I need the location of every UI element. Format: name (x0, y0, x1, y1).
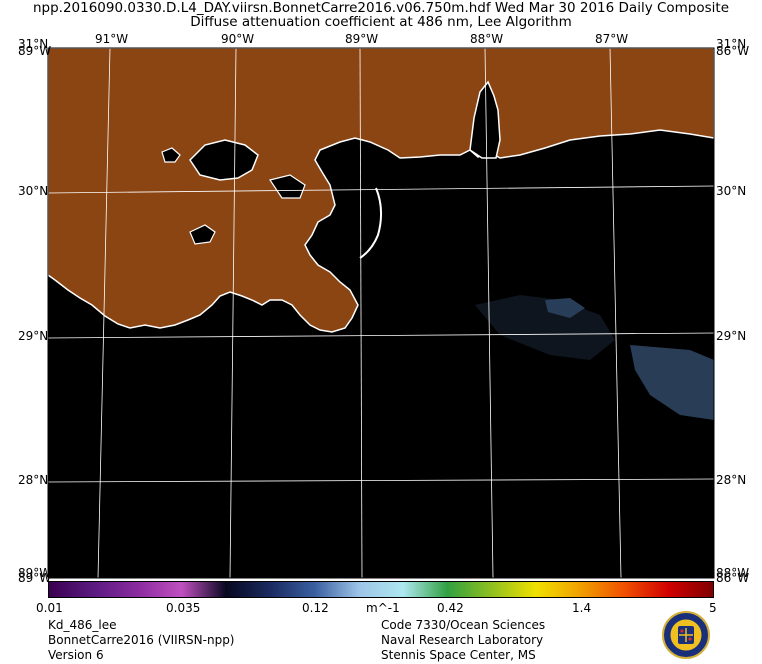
lat-label-30n-left: 30°N (18, 184, 49, 198)
map-subtitle: Diffuse attenuation coefficient at 486 n… (190, 14, 572, 30)
footer-product: Kd_486_lee (48, 618, 117, 632)
footer-version: Version 6 (48, 648, 104, 662)
grid-lon-87 (609, 47, 622, 579)
corner-label-top-left-overlap: 89°W (18, 44, 52, 58)
colorbar-tick-3: 0.42 (437, 601, 464, 615)
gridlines (47, 47, 715, 579)
lake-maurepas (161, 147, 181, 163)
nrl-seal-logo (662, 611, 710, 659)
lat-label-28n-right: 28°N (716, 473, 747, 487)
lake-pontchartrain (189, 139, 259, 181)
colorbar-tick-1: 0.035 (166, 601, 201, 615)
lon-label-89w: 89°W (345, 32, 379, 46)
corner-label-top-right: 31°N (716, 37, 747, 51)
corner-label-bottom-left-overlap: 89°W (18, 571, 52, 585)
lat-label-29n-right: 29°N (716, 329, 747, 343)
corner-label-top-right-overlap: 86°W (716, 44, 750, 58)
grid-lat-28 (47, 478, 715, 483)
corner-label-bottom-left: 89°W (18, 566, 52, 580)
grid-lon-89 (359, 47, 363, 579)
footer-location: Stennis Space Center, MS (381, 648, 536, 662)
lon-label-87w: 87°W (595, 32, 629, 46)
colorbar (48, 581, 714, 598)
colorbar-unit: m^-1 (366, 601, 400, 615)
footer-code: Code 7330/Ocean Sciences (381, 618, 546, 632)
lon-label-90w: 90°W (221, 32, 255, 46)
mobile-bay (469, 80, 501, 159)
footer-right: Code 7330/Ocean Sciences Naval Research … (381, 618, 545, 663)
lake-borgne (269, 174, 306, 199)
map-frame (47, 47, 715, 579)
plume-patches (475, 295, 714, 420)
lake-salvador (189, 224, 216, 245)
colorbar-tick-0: 0.01 (36, 601, 63, 615)
footer-left: Kd_486_lee BonnetCarre2016 (VIIRSN-npp) … (48, 618, 235, 663)
corner-label-bottom-right-overlap: 86°W (716, 571, 750, 585)
plume-patch-3 (545, 298, 585, 318)
grid-lon-91 (97, 47, 111, 579)
lat-label-29n-left: 29°N (18, 329, 49, 343)
colorbar-tick-4: 1.4 (572, 601, 592, 615)
chandeleur-islands (359, 187, 382, 259)
map-title: npp.2016090.0330.D.L4_DAY.viirsn.BonnetC… (32, 0, 730, 16)
grid-lat-29 (47, 332, 715, 339)
grid-lon-90 (229, 47, 237, 579)
colorbar-tick-2: 0.12 (302, 601, 329, 615)
grid-lat-30 (47, 185, 715, 194)
footer-dataset: BonnetCarre2016 (VIIRSN-npp) (48, 633, 235, 647)
lon-label-88w: 88°W (470, 32, 504, 46)
plume-patch-2 (630, 345, 714, 420)
corner-label-bottom-right: 88°W (716, 566, 750, 580)
lon-label-91w: 91°W (95, 32, 129, 46)
grid-lon-88 (484, 47, 494, 579)
lat-label-28n-left: 28°N (18, 473, 49, 487)
corner-label-top-left: 31°N (18, 37, 49, 51)
colorbar-tick-5: 5 (709, 601, 717, 615)
lat-label-30n-right: 30°N (716, 184, 747, 198)
footer-lab: Naval Research Laboratory (381, 633, 544, 647)
